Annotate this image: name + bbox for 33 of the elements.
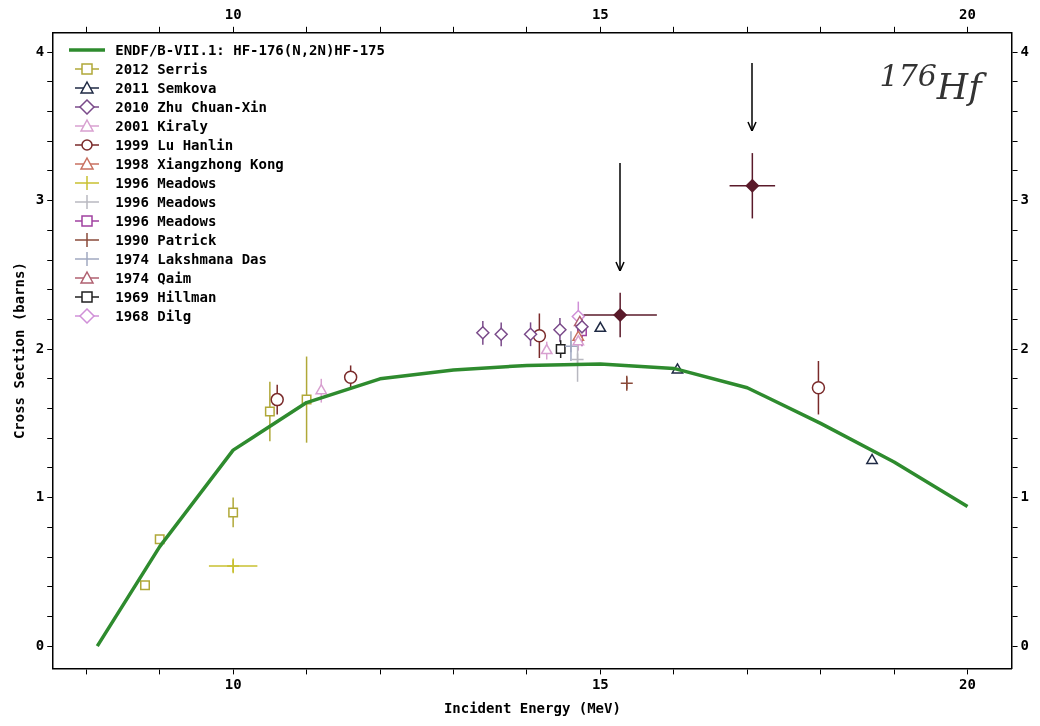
x2-tick-label: 20 — [959, 6, 976, 23]
legend-label: 1990 Patrick — [115, 230, 217, 250]
legend-label: ENDF/B-VII.1: HF-176(N,2N)HF-175 — [115, 40, 385, 60]
y-tick-label: 2 — [35, 339, 45, 356]
y-tick-label: 1 — [35, 488, 45, 505]
legend-label: 1996 Meadows — [115, 211, 217, 231]
legend-label: 1996 Meadows — [115, 173, 217, 193]
legend-label: 1968 Dilg — [115, 306, 192, 326]
legend-label: 2001 Kiraly — [115, 116, 208, 136]
legend-label: 1974 Qaim — [115, 268, 192, 288]
y-tick-label: 0 — [35, 636, 45, 653]
y2-tick-label: 1 — [1020, 488, 1030, 505]
y2-tick-label: 3 — [1020, 191, 1030, 208]
x2-tick-label: 15 — [591, 6, 609, 23]
legend-label: 1969 Hillman — [115, 287, 217, 307]
legend-label: 1974 Lakshmana Das — [115, 249, 267, 269]
legend-label: 2012 Serris — [115, 59, 208, 79]
x2-tick-label: 10 — [224, 6, 242, 23]
y-tick-label: 4 — [35, 42, 45, 59]
legend-label: 1999 Lu Hanlin — [115, 135, 234, 155]
y2-tick-label: 4 — [1020, 42, 1030, 59]
x-tick-label: 15 — [591, 676, 609, 693]
y2-tick-label: 0 — [1020, 636, 1030, 653]
legend-label: 2011 Semkova — [115, 78, 217, 98]
x-tick-label: 10 — [224, 676, 242, 693]
y-tick-label: 3 — [35, 191, 45, 208]
x-tick-label: 20 — [959, 676, 976, 693]
y-axis-title: Cross Section (barns) — [11, 262, 28, 440]
legend-label: 1996 Meadows — [115, 192, 217, 212]
y2-tick-label: 2 — [1020, 339, 1030, 356]
x-axis-title: Incident Energy (MeV) — [443, 700, 621, 717]
legend-label: 1998 Xiangzhong Kong — [115, 154, 284, 174]
legend-label: 2010 Zhu Chuan-Xin — [115, 97, 267, 117]
